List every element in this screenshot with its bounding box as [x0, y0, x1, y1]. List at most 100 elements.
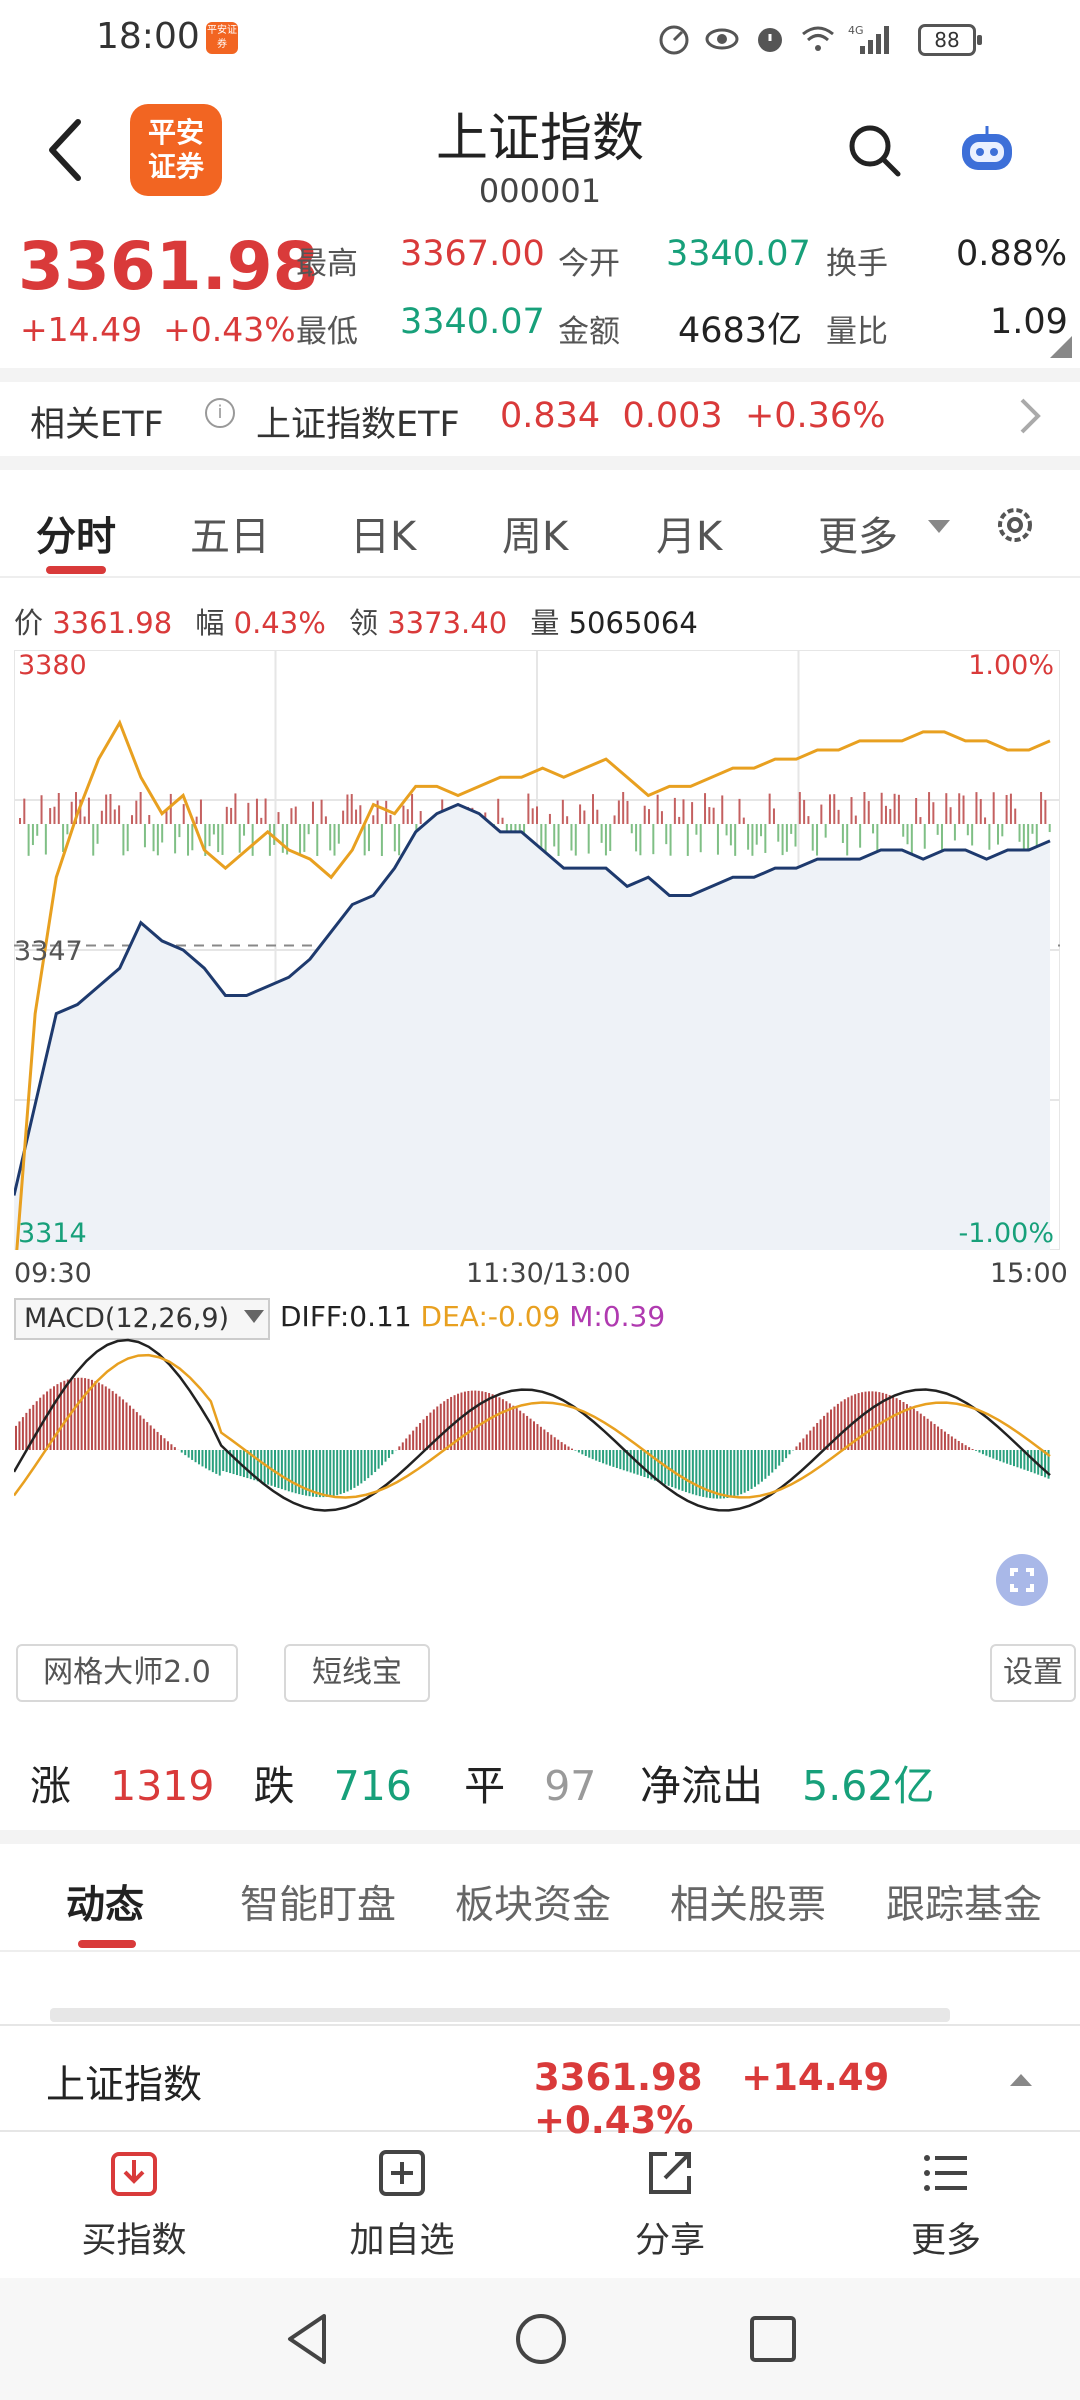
news-headline-peek[interactable] — [50, 2008, 950, 2022]
price-area-fill — [14, 804, 1050, 1250]
fullscreen-icon[interactable] — [996, 1554, 1048, 1606]
wifi-icon — [802, 26, 834, 51]
tab-more[interactable]: 更多 — [818, 514, 898, 560]
etf-name: 上证指数ETF — [256, 405, 460, 445]
app-notification-icon-text: 平安证券 — [207, 25, 237, 50]
expand-corner-icon[interactable] — [1050, 336, 1072, 358]
down-label: 跌 — [253, 1762, 295, 1810]
tab-news[interactable]: 动态 — [66, 1883, 145, 1928]
macd-diff-line — [14, 1338, 1051, 1512]
share-button[interactable]: 分享 — [590, 2146, 750, 2263]
tab-sector-funds[interactable]: 板块资金 — [455, 1883, 612, 1928]
share-icon — [649, 2152, 691, 2194]
volume-label: 量 — [530, 606, 560, 640]
broker-logo: 平安证券 — [130, 104, 222, 196]
sticky-quote-values: 3361.98 +14.49 +0.43% — [534, 2056, 1080, 2142]
flat-label: 平 — [464, 1762, 506, 1810]
battery-indicator: 88 — [918, 24, 982, 56]
amplitude-label: 幅 — [195, 606, 225, 640]
buy-index-icon — [111, 2152, 157, 2196]
speed-icon — [659, 25, 689, 55]
change-percent: +0.43% — [163, 310, 296, 349]
buy-index-button[interactable]: 买指数 — [54, 2146, 214, 2263]
intraday-chart[interactable]: 3380 3347 3314 1.00% -1.00% — [14, 650, 1060, 1250]
tab-five-day[interactable]: 五日 — [190, 514, 270, 560]
section-divider — [0, 368, 1080, 382]
y-axis-bottom-label: 3314 — [18, 1218, 87, 1249]
tab-tracking-funds[interactable]: 跟踪基金 — [886, 1883, 1043, 1928]
security-code: 000001 — [478, 172, 602, 210]
stat-label-volume-ratio: 量比 — [826, 314, 888, 350]
last-price: 3361.98 — [18, 228, 319, 305]
sticky-quote-change: +14.49 — [741, 2056, 890, 2099]
tab-monthly-k[interactable]: 月K — [656, 514, 723, 560]
y-axis-mid-label: 3347 — [14, 936, 83, 967]
search-icon[interactable] — [846, 122, 902, 178]
stat-value-high: 3367.00 — [400, 234, 545, 274]
status-time: 18:00 — [96, 16, 200, 57]
more-menu-icon — [924, 2155, 967, 2191]
buy-index-label: 买指数 — [81, 2221, 187, 2261]
up-count: 1319 — [110, 1762, 215, 1810]
macd-diff: DIFF:0.11 — [280, 1300, 412, 1333]
stat-label-high: 最高 — [296, 246, 358, 282]
macd-dea: DEA:-0.09 — [420, 1300, 561, 1333]
macd-m: M:0.39 — [569, 1300, 666, 1333]
stat-value-open: 3340.07 — [666, 234, 811, 274]
up-label: 涨 — [30, 1762, 71, 1810]
stat-value-turnover: 0.88% — [956, 234, 1068, 274]
price-value: 3361.98 — [52, 606, 173, 640]
add-watchlist-button[interactable]: 加自选 — [322, 2146, 482, 2263]
tab-intraday[interactable]: 分时 — [36, 514, 116, 560]
active-tab-indicator — [78, 1940, 136, 1948]
change-value: +14.49 — [20, 310, 143, 349]
app-notification-icon: 平安证券 — [206, 22, 238, 54]
tab-weekly-k[interactable]: 周K — [502, 514, 569, 560]
nav-home-icon[interactable] — [514, 2312, 568, 2366]
chevron-down-icon — [928, 520, 950, 533]
chevron-right-icon[interactable] — [1014, 396, 1044, 436]
info-icon[interactable]: i — [205, 398, 235, 428]
amplitude-value: 0.43% — [233, 606, 326, 640]
short-line-button[interactable]: 短线宝 — [284, 1644, 430, 1702]
pct-axis-top-label: 1.00% — [968, 650, 1054, 681]
lead-series-line — [15, 719, 1051, 1250]
tabs-divider — [0, 576, 1080, 578]
share-label: 分享 — [634, 2221, 705, 2261]
stat-label-low: 最低 — [296, 314, 358, 350]
chevron-up-icon — [1010, 2074, 1032, 2086]
more-label: 更多 — [910, 2221, 981, 2261]
sticky-quote-bar[interactable]: 上证指数 3361.98 +14.49 +0.43% — [0, 2024, 1080, 2142]
system-nav-bar — [0, 2278, 1080, 2400]
tab-daily-k[interactable]: 日K — [350, 514, 417, 560]
price-lines — [14, 719, 1051, 1250]
add-watchlist-label: 加自选 — [349, 2221, 455, 2261]
indicator-selector[interactable]: MACD(12,26,9) — [14, 1298, 270, 1340]
sticky-quote-change-percent: +0.43% — [534, 2099, 694, 2142]
market-breadth: 涨 1319 跌 716 平 97 — [30, 1752, 596, 1812]
nav-back-icon[interactable] — [282, 2312, 332, 2366]
news-tabs-divider — [0, 1950, 1080, 1952]
cell-signal-icon: 4G — [848, 24, 889, 54]
back-button[interactable] — [40, 112, 90, 188]
net-flow: 净流出 5.62亿 — [640, 1752, 934, 1812]
gear-icon[interactable] — [992, 502, 1038, 548]
chart-settings-button[interactable]: 设置 — [990, 1644, 1076, 1702]
related-etf-label: 相关ETF — [30, 405, 164, 445]
net-flow-label: 净流出 — [640, 1762, 763, 1810]
tab-related-stocks[interactable]: 相关股票 — [670, 1883, 827, 1928]
time-label-start: 09:30 — [14, 1258, 92, 1289]
macd-dea-line — [14, 1353, 1051, 1499]
macd-lines — [14, 1338, 1051, 1512]
more-button[interactable]: 更多 — [866, 2146, 1026, 2263]
tab-smart-watch[interactable]: 智能盯盘 — [240, 1883, 397, 1928]
nav-recents-icon[interactable] — [748, 2314, 798, 2364]
robot-assistant-icon[interactable] — [956, 124, 1018, 176]
chevron-down-icon — [244, 1310, 264, 1323]
pct-axis-bottom-label: -1.00% — [958, 1218, 1054, 1249]
down-count: 716 — [333, 1762, 412, 1810]
macd-chart[interactable] — [14, 1320, 1060, 1620]
section-divider — [0, 456, 1080, 470]
volume-value: 5065064 — [568, 606, 698, 640]
grid-master-button[interactable]: 网格大师2.0 — [16, 1644, 238, 1702]
